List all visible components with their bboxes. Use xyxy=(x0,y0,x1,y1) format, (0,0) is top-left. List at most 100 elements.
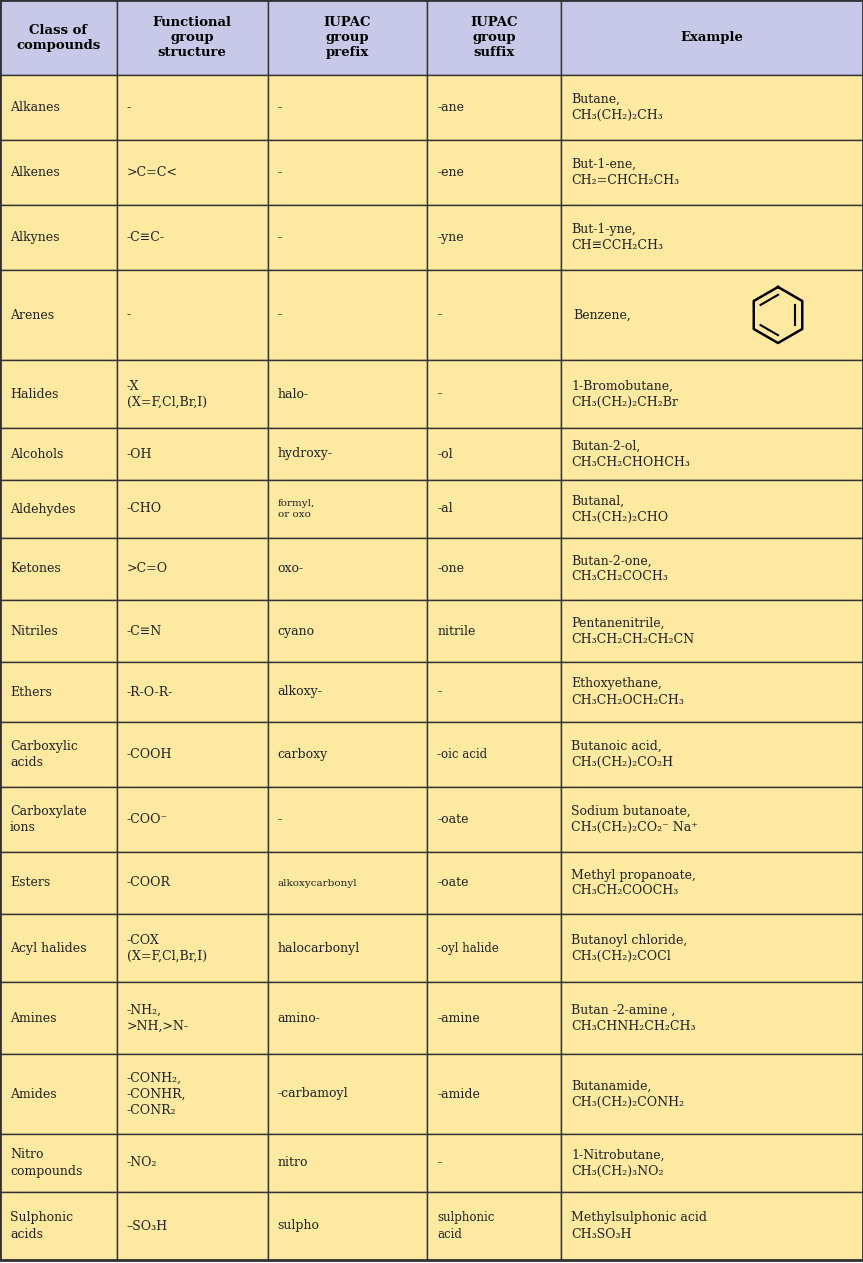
Bar xyxy=(117,205,268,270)
Text: -: - xyxy=(438,1157,441,1170)
Text: Esters: Esters xyxy=(10,877,50,889)
Text: carboxy: carboxy xyxy=(278,748,328,762)
Text: -COO⁻: -COO⁻ xyxy=(127,813,167,826)
Text: 1-Bromobutane,
CH₃(CH₂)₂CH₂Br: 1-Bromobutane, CH₃(CH₂)₂CH₂Br xyxy=(571,379,678,408)
Bar xyxy=(561,428,863,480)
Bar xyxy=(117,722,268,787)
Bar xyxy=(268,787,427,853)
Bar xyxy=(427,1134,561,1192)
Bar xyxy=(117,0,268,75)
Text: -CONH₂,
-CONHR,
-CONR₂: -CONH₂, -CONHR, -CONR₂ xyxy=(127,1071,186,1116)
Text: Sulphonic
acids: Sulphonic acids xyxy=(10,1211,73,1240)
Bar xyxy=(268,538,427,600)
Text: -: - xyxy=(438,388,441,400)
Text: -: - xyxy=(438,686,441,698)
Bar xyxy=(117,270,268,360)
Bar xyxy=(561,983,863,1055)
Text: Sodium butanoate,
CH₃(CH₂)₂CO₂⁻ Na⁺: Sodium butanoate, CH₃(CH₂)₂CO₂⁻ Na⁺ xyxy=(571,805,698,834)
Text: Aldehydes: Aldehydes xyxy=(10,503,75,515)
Text: -oic acid: -oic acid xyxy=(438,748,488,762)
Text: Butanamide,
CH₃(CH₂)₂CONH₂: Butanamide, CH₃(CH₂)₂CONH₂ xyxy=(571,1080,684,1109)
Bar xyxy=(427,662,561,722)
Bar xyxy=(268,0,427,75)
Text: -CHO: -CHO xyxy=(127,503,161,515)
Text: Ketones: Ketones xyxy=(10,562,60,576)
Bar xyxy=(268,480,427,538)
Bar xyxy=(427,75,561,140)
Text: nitrile: nitrile xyxy=(438,624,476,638)
Text: -NO₂: -NO₂ xyxy=(127,1157,157,1170)
Text: -C≡N: -C≡N xyxy=(127,624,161,638)
Bar xyxy=(117,1134,268,1192)
Bar xyxy=(427,360,561,428)
Text: hydroxy-: hydroxy- xyxy=(278,447,332,461)
Text: Ethers: Ethers xyxy=(10,686,52,698)
Bar xyxy=(427,140,561,205)
Text: Example: Example xyxy=(681,32,743,44)
Bar xyxy=(561,360,863,428)
Bar xyxy=(268,1055,427,1134)
Bar xyxy=(268,140,427,205)
Bar xyxy=(117,360,268,428)
Text: Alcohols: Alcohols xyxy=(10,447,63,461)
Text: Butan -2-amine ,
CH₃CHNH₂CH₂CH₃: Butan -2-amine , CH₃CHNH₂CH₂CH₃ xyxy=(571,1004,696,1032)
Bar xyxy=(427,1192,561,1260)
Bar xyxy=(268,914,427,983)
Text: -COX
(X=F,Cl,Br,I): -COX (X=F,Cl,Br,I) xyxy=(127,933,206,962)
Bar xyxy=(117,662,268,722)
Bar xyxy=(0,205,117,270)
Bar xyxy=(117,428,268,480)
Text: >C=O: >C=O xyxy=(127,562,167,576)
Bar xyxy=(427,787,561,853)
Bar xyxy=(427,1055,561,1134)
Bar xyxy=(117,600,268,662)
Bar xyxy=(268,270,427,360)
Bar xyxy=(117,853,268,914)
Bar xyxy=(117,480,268,538)
Bar xyxy=(427,428,561,480)
Text: But-1-yne,
CH≡CCH₂CH₃: But-1-yne, CH≡CCH₂CH₃ xyxy=(571,224,663,253)
Text: Carboxylate
ions: Carboxylate ions xyxy=(10,805,87,834)
Text: Butanoic acid,
CH₃(CH₂)₂CO₂H: Butanoic acid, CH₃(CH₂)₂CO₂H xyxy=(571,740,673,769)
Text: nitro: nitro xyxy=(278,1157,308,1170)
Bar xyxy=(268,75,427,140)
Bar xyxy=(117,140,268,205)
Bar xyxy=(0,140,117,205)
Text: sulpho: sulpho xyxy=(278,1220,319,1233)
Bar xyxy=(427,480,561,538)
Text: Nitriles: Nitriles xyxy=(10,624,58,638)
Bar xyxy=(561,853,863,914)
Text: -COOR: -COOR xyxy=(127,877,171,889)
Bar xyxy=(117,787,268,853)
Bar xyxy=(427,853,561,914)
Bar xyxy=(0,0,117,75)
Bar xyxy=(268,853,427,914)
Text: Butane,
CH₃(CH₂)₂CH₃: Butane, CH₃(CH₂)₂CH₃ xyxy=(571,93,663,123)
Bar xyxy=(268,600,427,662)
Bar xyxy=(427,270,561,360)
Text: Functional
group
structure: Functional group structure xyxy=(153,16,231,59)
Bar xyxy=(561,480,863,538)
Bar xyxy=(561,662,863,722)
Text: oxo-: oxo- xyxy=(278,562,304,576)
Text: -oate: -oate xyxy=(438,877,469,889)
Text: -one: -one xyxy=(438,562,464,576)
Text: Class of
compounds: Class of compounds xyxy=(16,24,100,52)
Bar xyxy=(561,1055,863,1134)
Text: Pentanenitrile,
CH₃CH₂CH₂CH₂CN: Pentanenitrile, CH₃CH₂CH₂CH₂CN xyxy=(571,616,694,645)
Text: alkoxy-: alkoxy- xyxy=(278,686,323,698)
Bar xyxy=(561,722,863,787)
Text: Nitro
compounds: Nitro compounds xyxy=(10,1148,82,1177)
Text: -NH₂,
>NH,>N-: -NH₂, >NH,>N- xyxy=(127,1004,188,1032)
Bar xyxy=(427,600,561,662)
Text: Carboxylic
acids: Carboxylic acids xyxy=(10,740,78,769)
Bar xyxy=(268,428,427,480)
Bar xyxy=(0,360,117,428)
Bar xyxy=(561,787,863,853)
Text: Alkanes: Alkanes xyxy=(10,101,60,114)
Text: amino-: amino- xyxy=(278,1012,320,1024)
Bar xyxy=(0,914,117,983)
Text: -OH: -OH xyxy=(127,447,152,461)
Text: -C≡C-: -C≡C- xyxy=(127,231,165,244)
Bar xyxy=(117,914,268,983)
